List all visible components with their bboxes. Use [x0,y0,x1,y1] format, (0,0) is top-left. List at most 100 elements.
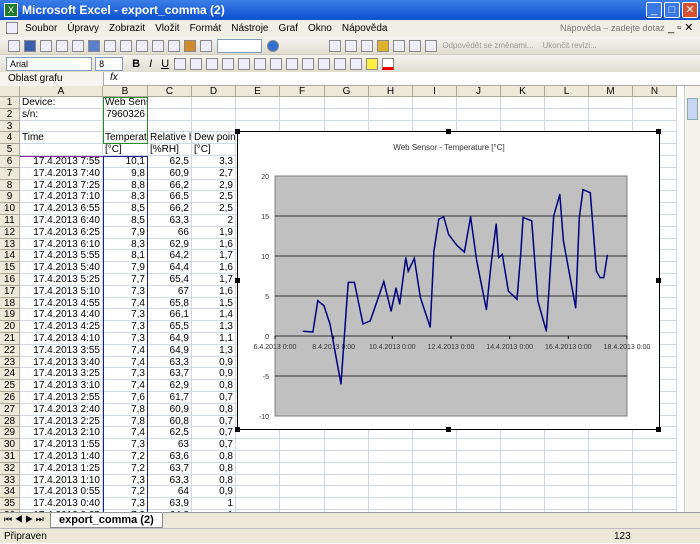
cell[interactable]: 1,6 [192,238,236,251]
cell[interactable] [369,462,413,475]
cell[interactable] [589,498,633,510]
cell[interactable] [325,510,369,512]
cell[interactable] [633,498,677,510]
row-header[interactable]: 35 [0,498,20,510]
redo-icon[interactable] [104,40,116,52]
cell[interactable] [633,97,677,109]
cell[interactable] [192,108,236,121]
cell[interactable]: 64,2 [148,510,192,512]
row-header[interactable]: 20 [0,321,20,333]
select-all-corner[interactable] [0,86,20,97]
cell[interactable]: 60,9 [148,167,192,180]
cell[interactable]: 17.4.2013 7:25 [20,179,103,192]
cell[interactable] [501,97,545,109]
cell[interactable]: 1 [192,498,236,510]
cell[interactable]: 17.4.2013 0:55 [20,486,103,499]
cell[interactable]: 0,9 [192,368,236,381]
row-header[interactable]: 30 [0,439,20,451]
cell[interactable]: 63,7 [148,462,192,475]
undo-icon[interactable] [88,40,100,52]
cell[interactable]: 61,7 [148,392,192,404]
borders-icon[interactable] [350,58,363,70]
cell[interactable] [457,108,501,121]
cell[interactable] [501,427,545,440]
cell[interactable]: 0,8 [192,451,236,463]
cell[interactable]: 17.4.2013 3:10 [20,380,103,392]
row-header[interactable]: 4 [0,132,20,145]
row-header[interactable]: 24 [0,368,20,381]
cell[interactable] [236,108,280,121]
cell[interactable] [589,97,633,109]
cell[interactable] [457,462,501,475]
row-header[interactable]: 13 [0,238,20,251]
minimize-button[interactable]: _ [646,2,662,18]
thousands-icon[interactable] [270,58,283,70]
cell[interactable]: 1,3 [192,321,236,333]
cell[interactable] [236,451,280,463]
cell[interactable] [545,427,589,440]
comment-icon[interactable] [377,40,390,52]
cell[interactable]: 62,9 [148,380,192,392]
row-header[interactable]: 12 [0,226,20,239]
column-header-B[interactable]: B [103,86,148,97]
cell[interactable]: 65,5 [148,321,192,333]
cell[interactable] [457,439,501,451]
cell[interactable]: 64,2 [148,250,192,263]
cell[interactable] [501,474,545,487]
cell[interactable] [369,97,413,109]
end-review-button[interactable]: Ukončit revizi... [542,41,597,50]
menu-formát[interactable]: Formát [189,23,222,34]
cell[interactable] [192,120,236,133]
cell[interactable] [369,451,413,463]
cell[interactable]: 66,5 [148,191,192,204]
cell[interactable]: 1,7 [192,274,236,286]
cell[interactable] [148,97,192,109]
menu-graf[interactable]: Graf [278,23,298,34]
cell[interactable] [589,462,633,475]
cell[interactable]: 1,4 [192,309,236,322]
cell[interactable] [20,120,103,133]
cell[interactable] [280,97,325,109]
cell[interactable] [457,498,501,510]
cell[interactable] [369,474,413,487]
decrease-indent-icon[interactable] [318,58,331,70]
column-header-M[interactable]: M [589,86,633,97]
row-header[interactable]: 23 [0,356,20,369]
cell[interactable]: 0,8 [192,403,236,416]
cell[interactable] [236,427,280,440]
chart-area[interactable]: Web Sensor - Temperature [°C] -10 -5 0 5 10 15… [235,129,661,432]
cell[interactable] [369,510,413,512]
cell[interactable]: 17.4.2013 6:25 [20,226,103,239]
cell[interactable]: 0,7 [192,427,236,440]
percent-icon[interactable] [254,58,267,70]
cell[interactable] [236,462,280,475]
review-icon[interactable] [345,40,358,52]
cell[interactable]: 63 [148,439,192,451]
cell[interactable]: 2,9 [192,179,236,192]
cell[interactable]: 63,6 [148,451,192,463]
cell[interactable]: 65,8 [148,297,192,310]
save-icon[interactable] [24,40,36,52]
row-header[interactable]: 5 [0,144,20,156]
cell[interactable] [545,97,589,109]
cell[interactable] [545,510,589,512]
cell[interactable] [280,462,325,475]
cell[interactable]: 64,4 [148,262,192,274]
cell[interactable] [457,97,501,109]
cell[interactable] [280,451,325,463]
chart-wizard-icon[interactable] [184,40,196,52]
cell[interactable] [589,427,633,440]
cell[interactable]: 66 [148,226,192,239]
font-select[interactable]: Arial [6,57,92,71]
cell[interactable] [413,97,457,109]
cell[interactable] [589,439,633,451]
column-header-K[interactable]: K [501,86,545,97]
cell[interactable] [369,439,413,451]
resize-handle[interactable] [656,278,661,283]
cell[interactable] [236,474,280,487]
decrease-decimal-icon[interactable] [302,58,315,70]
cell[interactable] [325,108,369,121]
cell[interactable]: 17.4.2013 1:10 [20,474,103,487]
cell[interactable] [501,462,545,475]
cell[interactable] [589,486,633,499]
